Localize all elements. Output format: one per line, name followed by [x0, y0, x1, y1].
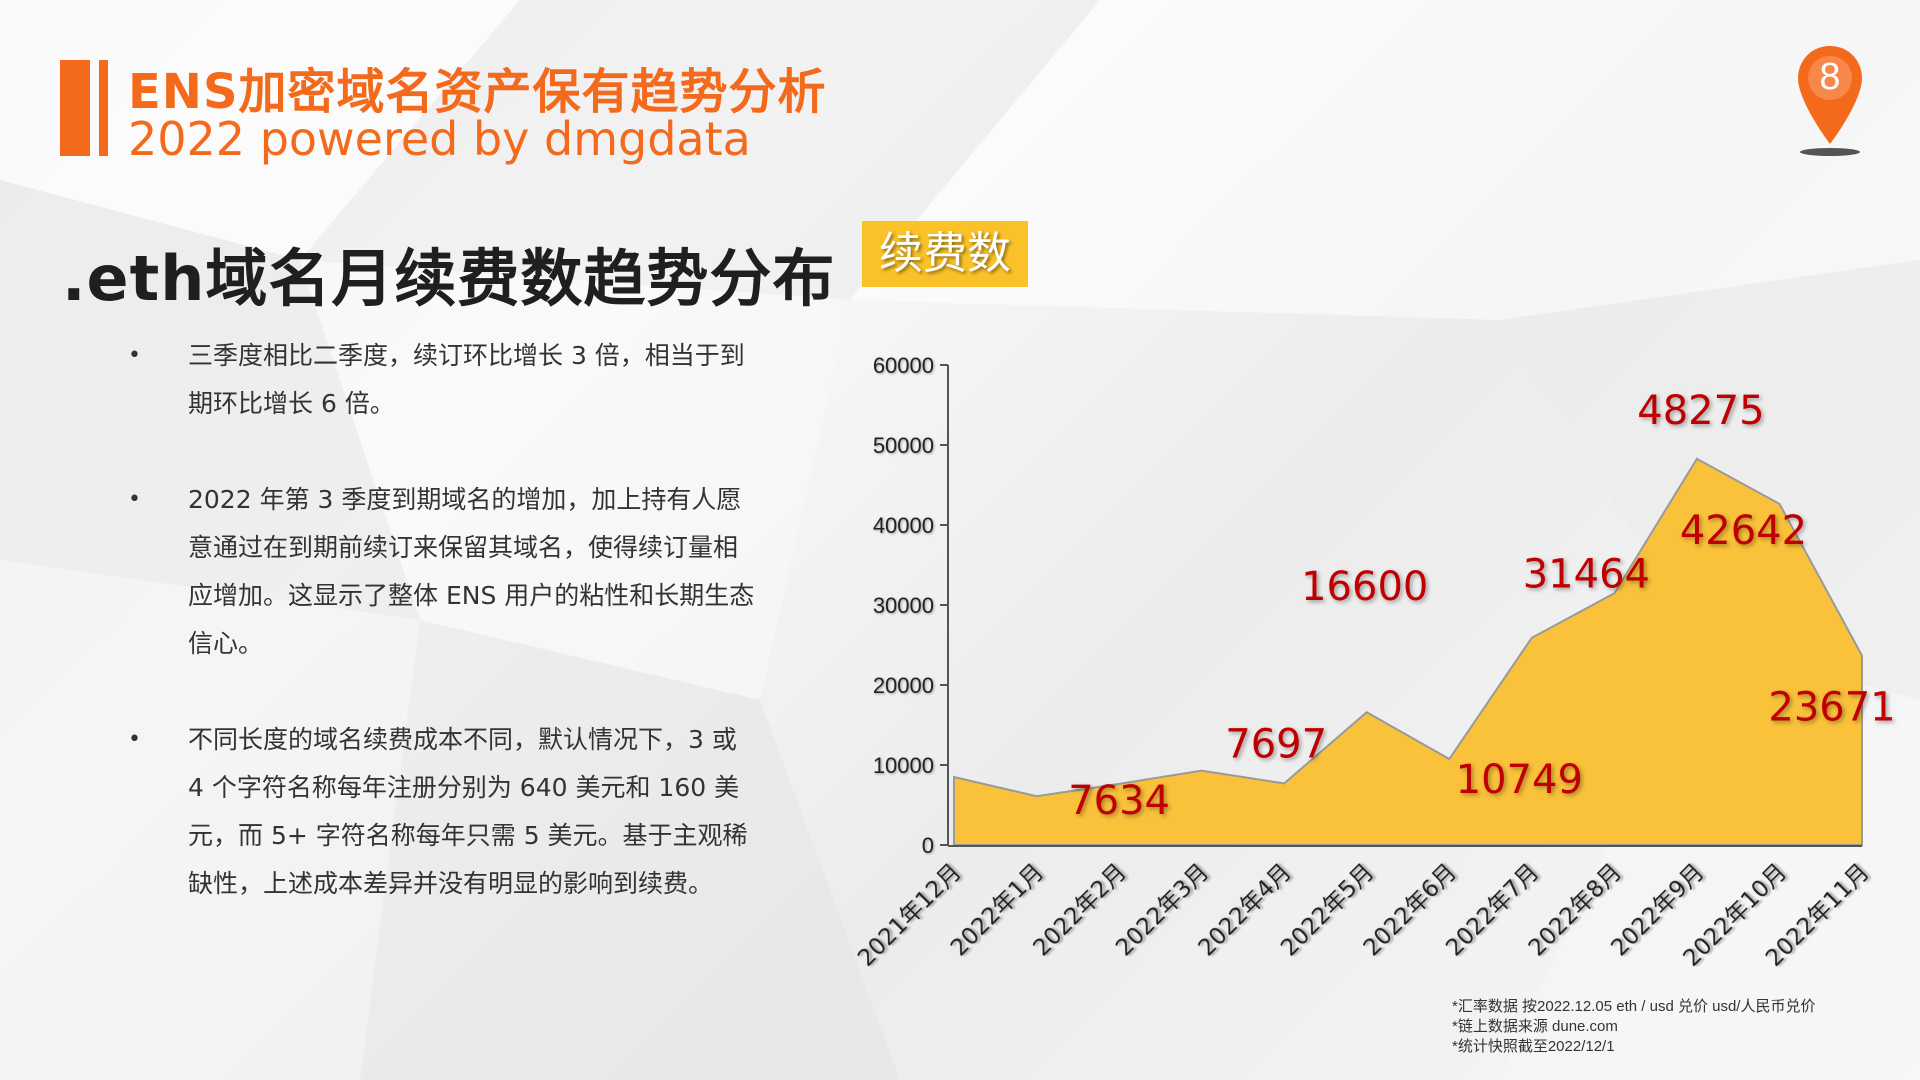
x-tick-label: 2021年12月 [853, 859, 966, 972]
area-series [953, 457, 1863, 846]
metric-badge: 续费数 [862, 221, 1028, 287]
page-number: 8 [1819, 56, 1841, 98]
data-label: 7634 [1068, 778, 1170, 824]
bullet-text: 三季度相比二季度，续订环比增长 3 倍，相当于到期环比增长 6 倍。 [188, 341, 745, 418]
data-label: 16600 [1301, 564, 1428, 610]
y-tick-label: 0 [922, 833, 934, 858]
y-tick-label: 60000 [873, 353, 934, 378]
data-label: 10749 [1456, 757, 1583, 803]
y-tick-label: 30000 [873, 593, 934, 618]
data-label: 7697 [1225, 721, 1327, 767]
bullet-dot-icon: • [128, 343, 141, 368]
header-subtitle: 2022 powered by dmgdata [128, 112, 751, 166]
renewal-area-chart: 0 10000 20000 30000 40000 50000 60000 2021年12月 2… [853, 353, 1895, 972]
header-accent-bar-thin [99, 60, 108, 156]
y-tick-label: 50000 [873, 433, 934, 458]
y-tick-label: 40000 [873, 513, 934, 538]
bullet-text: 不同长度的域名续费成本不同，默认情况下，3 或 4 个字符名称每年注册分别为 6… [188, 725, 748, 898]
bullet-list: • 三季度相比二季度，续订环比增长 3 倍，相当于到期环比增长 6 倍。 • 202… [120, 332, 760, 956]
data-label: 48275 [1637, 388, 1764, 434]
header-accent-bar-thick [60, 60, 90, 156]
y-tick-label: 10000 [873, 753, 934, 778]
data-label: 42642 [1680, 508, 1807, 554]
bullet-dot-icon: • [128, 487, 141, 512]
bullet-text: 2022 年第 3 季度到期域名的增加，加上持有人愿意通过在到期前续订来保留其域… [188, 485, 755, 658]
footnote-exchange-rate: *汇率数据 按2022.12.05 eth / usd 兑价 usd/人民币兑价 [1452, 998, 1816, 1015]
bullet-dot-icon: • [128, 727, 141, 752]
section-title: .eth域名月续费数趋势分布 [62, 242, 836, 315]
bullet-item: • 三季度相比二季度，续订环比增长 3 倍，相当于到期环比增长 6 倍。 [120, 332, 760, 428]
y-tick-label: 20000 [873, 673, 934, 698]
footnotes: *汇率数据 按2022.12.05 eth / usd 兑价 usd/人民币兑价… [1452, 997, 1815, 1057]
data-label: 23671 [1768, 685, 1895, 731]
bullet-item: • 不同长度的域名续费成本不同，默认情况下，3 或 4 个字符名称每年注册分别为 … [120, 716, 760, 908]
footnote-snapshot-date: *统计快照截至2022/12/1 [1452, 1038, 1615, 1055]
data-label: 31464 [1523, 551, 1650, 597]
bullet-item: • 2022 年第 3 季度到期域名的增加，加上持有人愿意通过在到期前续订来保留其… [120, 476, 760, 668]
footnote-data-source: *链上数据来源 dune.com [1452, 1018, 1618, 1035]
map-pin-icon [1798, 46, 1862, 156]
header-title: ENS加密域名资产保有趋势分析 [128, 64, 827, 120]
